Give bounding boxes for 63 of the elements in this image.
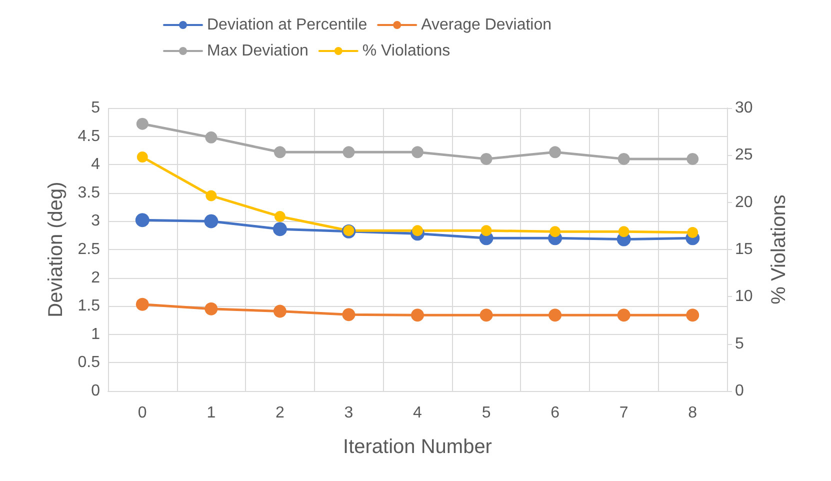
legend-label: Deviation at Percentile [207, 16, 368, 34]
point [272, 222, 287, 236]
point [206, 190, 217, 202]
x-tick-label: 6 [550, 404, 560, 422]
point [549, 146, 562, 158]
x-tick-label: 8 [688, 404, 698, 422]
y2-tick-label: 15 [735, 241, 753, 258]
y-tick-label: 3 [91, 212, 100, 230]
y-tick-label: 4 [91, 156, 100, 174]
x-tick-label: 7 [619, 404, 628, 422]
point [273, 304, 286, 318]
y-axis-title: Deviation (deg) [45, 182, 67, 318]
point [550, 226, 561, 238]
point [548, 308, 562, 322]
x-tick-label: 1 [206, 404, 216, 422]
point [204, 214, 218, 228]
y2-tick-label: 20 [735, 194, 753, 211]
point [617, 308, 630, 322]
y-tick-label: 0.5 [78, 354, 100, 372]
point [618, 226, 630, 238]
y2-tick-label: 5 [735, 335, 744, 352]
point [480, 225, 492, 236]
legend-label: Max Deviation [207, 42, 308, 60]
point [412, 225, 423, 236]
legend-label: % Violations [362, 42, 450, 60]
x-tick-label: 3 [344, 404, 354, 422]
x-axis-title: Iteration Number [343, 436, 492, 458]
y-tick-label: 0 [91, 382, 100, 400]
point [618, 152, 630, 165]
point [274, 146, 286, 158]
x-tick-label: 2 [275, 404, 284, 422]
point [136, 118, 148, 130]
y-tick-label: 1.5 [78, 298, 100, 315]
y2-tick-label: 0 [735, 382, 744, 400]
y2-tick-label: 25 [735, 146, 753, 164]
y-tick-label: 2 [91, 269, 100, 286]
point [205, 131, 218, 144]
point [342, 146, 355, 158]
y-tick-label: 2.5 [78, 241, 100, 258]
point [136, 298, 149, 311]
y-tick-label: 1 [91, 326, 100, 343]
point [480, 308, 493, 322]
x-tick-label: 5 [482, 404, 491, 422]
point [135, 213, 150, 228]
point [342, 308, 356, 322]
point [686, 308, 700, 322]
legend-label: Average Deviation [421, 16, 552, 34]
y2-tick-label: 30 [735, 100, 753, 116]
point [687, 227, 698, 238]
y2-tick-label: 10 [735, 288, 753, 306]
point [686, 152, 699, 165]
point [274, 210, 286, 222]
point [411, 308, 424, 322]
x-tick-label: 4 [413, 404, 422, 422]
point [412, 146, 424, 158]
y-tick-label: 3.5 [78, 184, 100, 202]
point [480, 152, 492, 165]
y2-axis-title: % Violations [768, 194, 790, 304]
point [204, 302, 218, 316]
point [136, 152, 148, 163]
y-tick-label: 4.5 [78, 128, 100, 145]
x-tick-label: 0 [138, 404, 147, 422]
y-tick-label: 5 [91, 100, 100, 116]
